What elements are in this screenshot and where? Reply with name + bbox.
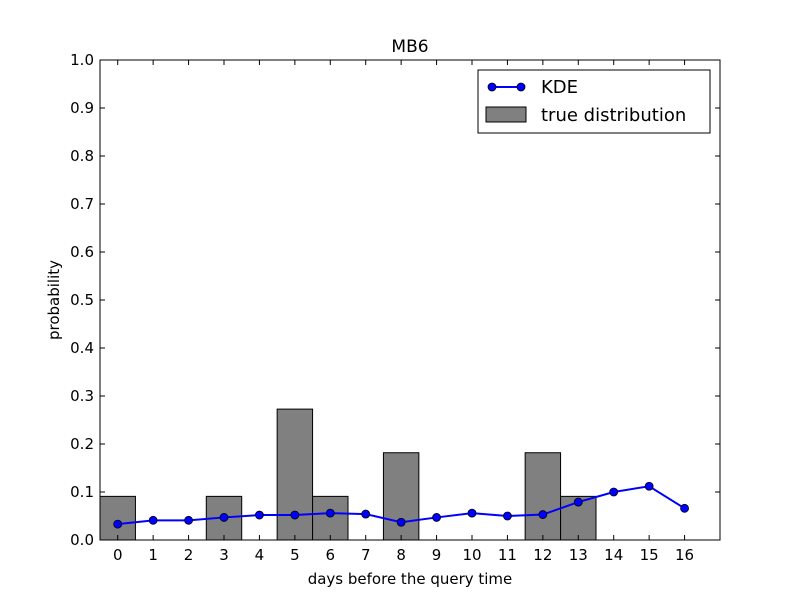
- kde-point: [681, 504, 689, 512]
- x-tick-label: 2: [184, 546, 194, 564]
- y-tick-label: 0.1: [70, 483, 94, 501]
- bar: [100, 496, 135, 540]
- x-tick-label: 5: [290, 546, 300, 564]
- legend-kde-marker: [488, 83, 496, 91]
- x-tick-label: 7: [361, 546, 371, 564]
- kde-point: [433, 513, 441, 521]
- bar: [277, 409, 312, 540]
- x-tick-label: 12: [533, 546, 552, 564]
- x-tick-label: 14: [604, 546, 623, 564]
- kde-point: [362, 510, 370, 518]
- bar: [525, 453, 560, 540]
- x-tick-label: 15: [640, 546, 659, 564]
- kde-point: [610, 488, 618, 496]
- x-tick-label: 10: [462, 546, 481, 564]
- legend-kde-marker: [517, 83, 525, 91]
- kde-point: [220, 513, 228, 521]
- kde-point: [645, 482, 653, 490]
- y-axis-label: probability: [45, 260, 63, 340]
- x-tick-label: 8: [396, 546, 406, 564]
- y-tick-label: 0.0: [70, 531, 94, 549]
- x-tick-label: 0: [113, 546, 123, 564]
- chart-title: MB6: [391, 37, 428, 57]
- y-tick-label: 0.8: [70, 147, 94, 165]
- y-tick-label: 0.7: [70, 195, 94, 213]
- x-tick-label: 1: [148, 546, 158, 564]
- kde-point: [149, 516, 157, 524]
- legend-bar-label: true distribution: [541, 105, 686, 126]
- kde-point: [255, 511, 263, 519]
- kde-point: [503, 512, 511, 520]
- kde-point: [185, 516, 193, 524]
- x-tick-label: 6: [326, 546, 336, 564]
- legend-kde-label: KDE: [541, 77, 578, 98]
- kde-point: [539, 511, 547, 519]
- x-tick-label: 4: [255, 546, 265, 564]
- kde-point: [397, 518, 405, 526]
- x-tick-label: 9: [432, 546, 442, 564]
- kde-point: [468, 509, 476, 517]
- x-axis-label: days before the query time: [308, 570, 513, 588]
- x-tick-label: 11: [498, 546, 517, 564]
- x-tick-label: 3: [219, 546, 229, 564]
- y-tick-label: 0.6: [70, 243, 94, 261]
- x-tick-label: 13: [569, 546, 588, 564]
- legend: KDE true distribution: [478, 70, 710, 133]
- legend-bar-swatch: [486, 107, 526, 122]
- y-tick-label: 0.4: [70, 339, 94, 357]
- y-tick-label: 0.5: [70, 291, 94, 309]
- y-tick-label: 0.9: [70, 99, 94, 117]
- x-tick-label: 16: [675, 546, 694, 564]
- y-tick-label: 0.3: [70, 387, 94, 405]
- y-tick-label: 0.2: [70, 435, 94, 453]
- bar: [313, 496, 348, 540]
- kde-point: [291, 511, 299, 519]
- kde-point: [114, 520, 122, 528]
- bar: [383, 453, 418, 540]
- kde-point: [574, 498, 582, 506]
- y-tick-label: 1.0: [70, 51, 94, 69]
- kde-point: [326, 509, 334, 517]
